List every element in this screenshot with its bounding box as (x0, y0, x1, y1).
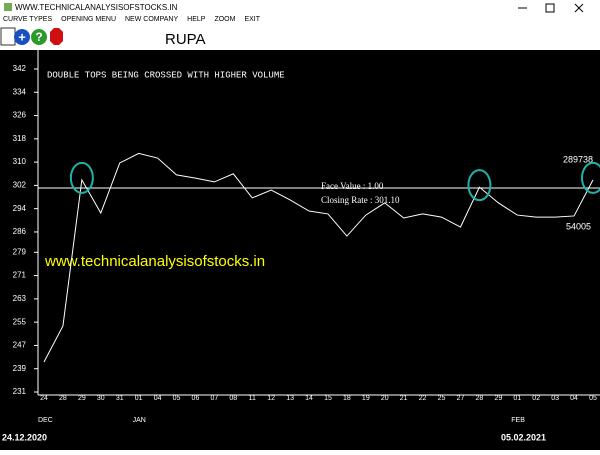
x-tick-label: 04 (154, 395, 162, 402)
x-tick-label: 03 (551, 395, 559, 402)
x-tick-label: 18 (343, 395, 351, 402)
y-tick-label: 263 (13, 294, 27, 303)
month-label: DEC (38, 417, 53, 424)
y-tick-label: 302 (13, 181, 27, 190)
y-tick-label: 310 (13, 157, 27, 166)
x-tick-label: 24 (40, 395, 48, 402)
x-tick-label: 08 (229, 395, 237, 402)
chart-background (0, 50, 600, 450)
x-tick-label: 05 (589, 395, 597, 402)
y-tick-label: 255 (13, 317, 27, 326)
toolbar: + ? (0, 27, 63, 46)
window-controls[interactable] (518, 3, 584, 13)
window-chrome (0, 0, 600, 50)
y-tick-label: 294 (13, 204, 27, 213)
y-tick-label: 247 (13, 341, 27, 350)
menu-item[interactable]: HELP (187, 16, 206, 23)
x-tick-label: 31 (116, 395, 124, 402)
end-date: 05.02.2021 (501, 432, 546, 442)
add-icon[interactable] (14, 29, 30, 45)
x-tick-label: 07 (210, 395, 218, 402)
face-value: Face Value : 1.00 (321, 181, 384, 191)
window-title: WWW.TECHNICALANALYSISOFSTOCKS.IN (15, 3, 178, 12)
pattern-highlight (69, 161, 94, 194)
x-tick-label: 29 (78, 395, 86, 402)
x-tick-label: 19 (362, 395, 370, 402)
x-tick-label: 14 (305, 395, 313, 402)
y-tick-label: 239 (13, 364, 27, 373)
x-tick-label: 04 (570, 395, 578, 402)
y-tick-label: 334 (13, 87, 27, 96)
x-tick-label: 28 (476, 395, 484, 402)
x-tick-label: 28 (59, 395, 67, 402)
x-tick-label: 27 (457, 395, 465, 402)
menu-item[interactable]: ZOOM (214, 16, 235, 23)
x-tick-label: 02 (532, 395, 540, 402)
x-tick-label: 12 (267, 395, 275, 402)
volume-label: 289738 (563, 154, 593, 164)
book-icon[interactable] (0, 27, 16, 46)
chart-title: RUPA (165, 31, 206, 48)
x-tick-label: 01 (135, 395, 143, 402)
y-tick-label: 271 (13, 271, 27, 280)
y-tick-label: 342 (13, 64, 27, 73)
x-tick-label: 11 (249, 395, 256, 402)
watermark: www.technicalanalysisofstocks.in (44, 253, 265, 270)
month-label: JAN (133, 417, 146, 424)
x-tick-label: 13 (286, 395, 294, 402)
x-tick-label: 21 (400, 395, 408, 402)
y-tick-label: 326 (13, 111, 27, 120)
add-glyph: + (18, 29, 26, 44)
pattern-highlight (581, 161, 600, 194)
stop-icon[interactable] (50, 28, 63, 45)
close-button-stroke (574, 3, 584, 13)
y-tick-label: 318 (13, 134, 27, 143)
x-tick-label: 15 (324, 395, 332, 402)
menu-item[interactable]: EXIT (244, 16, 260, 23)
x-tick-label: 30 (97, 395, 105, 402)
y-tick-label: 286 (13, 227, 27, 236)
maximize-button[interactable] (545, 3, 555, 13)
help-glyph: ? (35, 30, 42, 44)
menu-item[interactable]: OPENING MENU (61, 16, 116, 23)
x-tick-label: 06 (192, 395, 200, 402)
month-label: FEB (511, 417, 525, 424)
x-tick-label: 20 (381, 395, 389, 402)
menu-item[interactable]: NEW COMPANY (125, 16, 178, 23)
start-date: 24.12.2020 (2, 432, 47, 442)
app-icon (4, 3, 12, 11)
menu-item[interactable]: CURVE TYPES (3, 16, 52, 23)
y-tick-label: 231 (13, 387, 27, 396)
menu-bar: CURVE TYPES OPENING MENU NEW COMPANY HELP ZO… (3, 16, 261, 23)
help-icon[interactable] (31, 29, 47, 45)
x-tick-label: 01 (513, 395, 521, 402)
closing-rate: Closing Rate : 301.10 (321, 195, 400, 205)
annotation: DOUBLE TOPS BEING CROSSED WITH HIGHER VO… (47, 70, 285, 80)
y-tick-label: 279 (13, 247, 27, 256)
price-line (43, 152, 594, 363)
x-tick-label: 22 (419, 395, 427, 402)
x-tick-label: 25 (438, 395, 446, 402)
volume-label: 54005 (566, 221, 591, 231)
pattern-highlight (467, 169, 492, 202)
x-tick-label: 05 (173, 395, 181, 402)
x-tick-label: 29 (494, 395, 502, 402)
